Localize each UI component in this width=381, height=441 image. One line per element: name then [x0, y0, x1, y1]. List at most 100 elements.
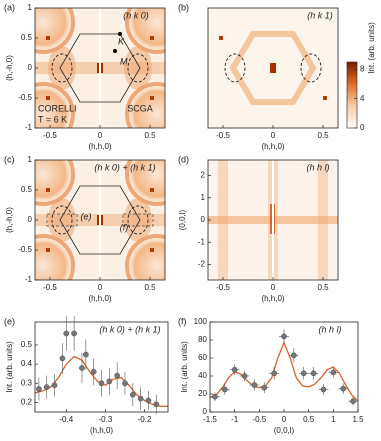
map-shape	[224, 53, 246, 83]
y-axis-label: (0,0,l)	[178, 209, 187, 230]
map-shape	[35, 8, 75, 54]
map-shape	[150, 188, 154, 192]
colorbar	[346, 61, 358, 129]
data-point	[300, 370, 307, 377]
data-point	[98, 380, 105, 387]
map-shape	[35, 160, 75, 206]
colorbar-tick-label: 0	[360, 123, 365, 132]
y-tick-label: -0.5	[18, 245, 32, 254]
data-point	[241, 373, 248, 379]
data-point	[43, 384, 50, 390]
data-point	[83, 351, 89, 358]
x-tick-label: -0.2	[138, 415, 152, 424]
x-tick-label: -1	[231, 415, 239, 424]
y-axis-label: Int. (arb. units)	[180, 341, 189, 393]
map-shape	[46, 96, 50, 100]
x-tick-label: 1.5	[352, 415, 364, 424]
plot-area	[35, 160, 165, 280]
plot-area	[208, 8, 338, 128]
y-tick-label: 0.4	[21, 359, 33, 368]
x-axis-label: (h,h,0)	[261, 142, 284, 151]
colorbar-tick-label: 8	[360, 64, 365, 73]
frame	[34, 321, 169, 413]
plot-area	[208, 160, 338, 280]
panel-label: (a)	[4, 2, 15, 12]
y-tick-label: 0.3	[21, 378, 33, 387]
map-shape	[59, 185, 141, 255]
data-point	[221, 386, 228, 393]
map-shape	[118, 32, 122, 36]
map-shape	[48, 198, 76, 242]
map-shape	[127, 53, 149, 83]
x-tick-label: 0	[98, 283, 103, 292]
x-tick-label: 0	[271, 283, 276, 292]
annotation: (h k 1)	[307, 10, 333, 20]
x-tick-label: 1	[331, 415, 336, 424]
map-shape	[150, 248, 154, 252]
y-tick-label: 80	[198, 335, 207, 344]
colorbar-tick-label: 4	[360, 94, 365, 103]
data-point	[137, 395, 144, 402]
map-shape	[300, 53, 322, 83]
y-tick-label: 1	[201, 193, 206, 202]
annotation: (e)	[81, 211, 92, 221]
data-point	[36, 386, 42, 392]
x-tick-label: -0.4	[59, 415, 73, 424]
map-shape	[35, 82, 75, 128]
map-shape	[48, 46, 76, 90]
y-tick-label: 0.5	[21, 340, 33, 349]
annotation: (h h l)	[318, 324, 341, 334]
x-tick-label: 0.5	[144, 283, 156, 292]
y-tick-label: -1	[25, 275, 33, 284]
map-shape	[46, 213, 78, 227]
map-shape	[125, 160, 165, 206]
map-shape	[35, 234, 75, 280]
data-point	[251, 382, 258, 388]
data-point	[310, 370, 317, 377]
data-point	[71, 330, 77, 337]
map-shape	[219, 36, 223, 40]
data-point	[291, 352, 297, 359]
y-tick-label: 0	[201, 215, 206, 224]
data-point	[106, 378, 113, 385]
x-tick-label: -0.3	[99, 415, 113, 424]
annotation: CORELLI	[38, 103, 77, 113]
map-shape	[125, 8, 165, 54]
panel-label: (d)	[178, 154, 189, 164]
y-tick-label: -1	[198, 237, 206, 246]
x-tick-label: -0.5	[216, 283, 230, 292]
map-shape	[323, 96, 327, 100]
y-tick-label: 0	[203, 407, 208, 416]
annotation: T = 6 K	[38, 114, 67, 124]
map-shape	[113, 49, 117, 53]
colorbar-label: Int. (arb. units)	[367, 22, 376, 74]
data-point	[350, 398, 356, 405]
map-shape	[150, 36, 154, 40]
x-tick-label: -0.5	[216, 131, 230, 140]
y-tick-label: 2	[201, 171, 206, 180]
y-tick-label: 100	[194, 317, 208, 326]
data-point	[153, 401, 160, 408]
data-point	[320, 386, 327, 393]
x-axis-label: (h,h,0)	[88, 294, 111, 303]
map-shape	[229, 31, 317, 105]
data-point	[51, 382, 58, 389]
map-shape	[46, 188, 50, 192]
y-axis-label: (h,-h,0)	[5, 55, 14, 81]
panel-label: (b)	[178, 2, 189, 12]
y-axis-label: (h,-h,0)	[5, 207, 14, 233]
y-tick-label: 0.2	[21, 398, 33, 407]
data-point	[79, 365, 85, 371]
x-tick-label: 0	[271, 131, 276, 140]
x-tick-label: -0.5	[43, 131, 57, 140]
map-shape	[270, 63, 276, 73]
map-shape	[51, 205, 73, 235]
map-shape	[124, 46, 152, 90]
map-shape	[150, 96, 154, 100]
panel-label: (e)	[4, 316, 15, 326]
data-point	[63, 330, 70, 337]
y-tick-label: 0.5	[21, 33, 33, 42]
data-point	[114, 372, 120, 379]
x-tick-label: 0.5	[144, 131, 156, 140]
